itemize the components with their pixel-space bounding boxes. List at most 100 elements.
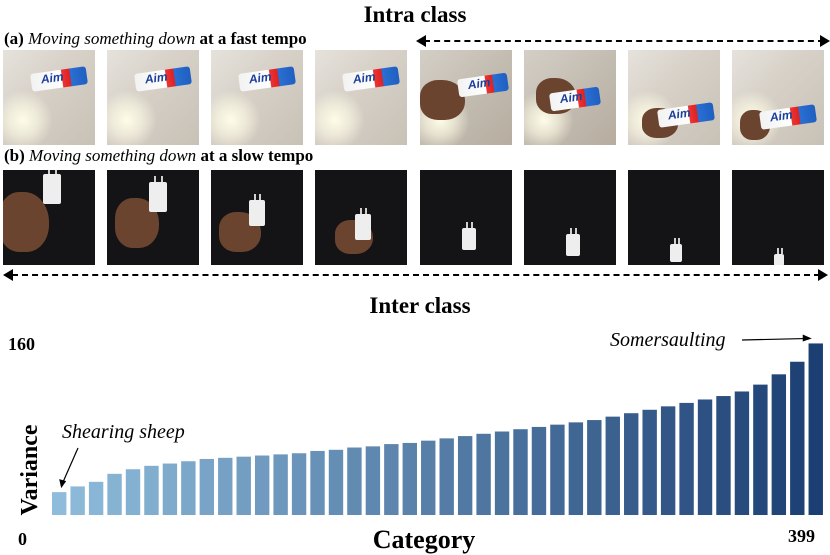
tube-brand: Aim (666, 105, 692, 123)
annotation-shearing-sheep: Shearing sheep (62, 421, 185, 443)
tube-brand: Aim (466, 75, 492, 93)
row-b-suffix: at a slow tempo (200, 146, 314, 165)
fast-tempo-frame: Aim (732, 50, 824, 145)
charger-prong (54, 170, 57, 174)
intra-class-title: Intra class (363, 2, 467, 27)
charger (774, 254, 784, 265)
variance-bar (347, 447, 362, 515)
variance-bar (199, 458, 215, 515)
variance-bar (808, 343, 823, 515)
arrow-right-head (820, 35, 830, 47)
arrow-left-head-bottom (3, 269, 13, 281)
charger-prong (154, 176, 157, 182)
variance-bar (70, 486, 85, 515)
annotation-somersaulting: Somersaulting (610, 329, 726, 351)
variance-bar (642, 409, 657, 515)
variance-bar (790, 361, 805, 515)
toothpaste-tube: Aim (238, 66, 296, 92)
x-tick-left: 0 (18, 529, 27, 549)
variance-bar (734, 391, 750, 515)
variance-bar (660, 406, 676, 515)
charger (566, 234, 580, 256)
charger-prong (466, 222, 469, 228)
light-glare (3, 90, 53, 145)
fast-tempo-frame: Aim (3, 50, 95, 145)
row-b-letter: (b) (4, 146, 25, 165)
inter-arrow-line (12, 274, 820, 276)
variance-bar (421, 440, 436, 515)
variance-bar (107, 473, 122, 515)
charger-prong (365, 208, 368, 214)
annotation-arrowhead (802, 334, 812, 342)
charger-prong (570, 228, 573, 234)
fast-tempo-frame: Aim (420, 50, 512, 145)
tube-brand: Aim (768, 107, 794, 125)
slow-tempo-frame (420, 170, 512, 265)
charger-prong (575, 228, 578, 234)
intra-arrow-line (424, 40, 824, 42)
variance-bar (52, 492, 67, 515)
variance-bar (457, 436, 473, 515)
row-a-letter: (a) (4, 29, 24, 48)
variance-bar (753, 384, 768, 515)
arrow-right-head-bottom (818, 269, 828, 281)
x-axis-label: Category (373, 525, 476, 554)
slow-tempo-frame (732, 170, 824, 265)
variance-bar (125, 469, 141, 515)
variance-bar (254, 455, 270, 515)
variance-bar (531, 426, 547, 515)
variance-bar (291, 453, 307, 515)
charger (249, 200, 265, 226)
variance-bar (310, 450, 325, 515)
row-b-label: (b) Moving something down at a slow temp… (4, 146, 313, 166)
variance-bar (273, 454, 288, 515)
tube-brand: Aim (558, 89, 584, 107)
hand (3, 192, 49, 252)
charger-prong (780, 248, 783, 254)
fast-tempo-frame: Aim (628, 50, 720, 145)
y-axis-label: Variance (17, 424, 43, 515)
tube-brand: Aim (247, 69, 273, 87)
toothpaste-tube: Aim (30, 66, 88, 92)
charger (670, 244, 682, 262)
variance-bar (439, 438, 454, 515)
variance-bar (716, 396, 731, 515)
fast-tempo-frame: Aim (107, 50, 199, 145)
variance-bar (624, 413, 639, 515)
variance-bar (587, 420, 602, 515)
annotations-group: Shearing sheep Somersaulting (59, 329, 812, 489)
charger (355, 214, 371, 240)
slow-tempo-frame (315, 170, 407, 265)
slow-tempo-frame (3, 170, 95, 265)
fast-tempo-frame: Aim (211, 50, 303, 145)
variance-bar (494, 431, 510, 515)
charger-prong (673, 238, 676, 244)
variance-bar (181, 461, 196, 515)
variance-bar (88, 481, 104, 515)
row-a-action: Moving something down (28, 29, 196, 48)
annotation-arrowhead (59, 479, 67, 489)
tube-brand: Aim (143, 69, 169, 87)
charger-prong (253, 194, 256, 200)
variance-bar (144, 465, 159, 515)
x-tick-right: 399 (788, 526, 815, 546)
charger-prong (259, 194, 262, 200)
tube-brand: Aim (39, 69, 65, 87)
charger-prong (160, 176, 163, 182)
variance-bar (236, 456, 251, 515)
arrow-left-head (416, 35, 426, 47)
variance-bar (679, 402, 694, 515)
toothpaste-tube: Aim (342, 66, 400, 92)
variance-bar (605, 416, 620, 515)
variance-bar (771, 374, 787, 515)
variance-bar (218, 457, 233, 515)
toothpaste-tube: Aim (134, 66, 192, 92)
variance-bar-chart: Shearing sheep Somersaulting 160 0 399 Va… (8, 329, 823, 554)
slow-tempo-frame (524, 170, 616, 265)
slow-tempo-frame (211, 170, 303, 265)
toothpaste-tube: Aim (456, 72, 510, 98)
annotation-arrow (741, 337, 810, 341)
charger-prong (471, 222, 474, 228)
bars-group (52, 343, 823, 515)
variance-bar (513, 429, 528, 515)
